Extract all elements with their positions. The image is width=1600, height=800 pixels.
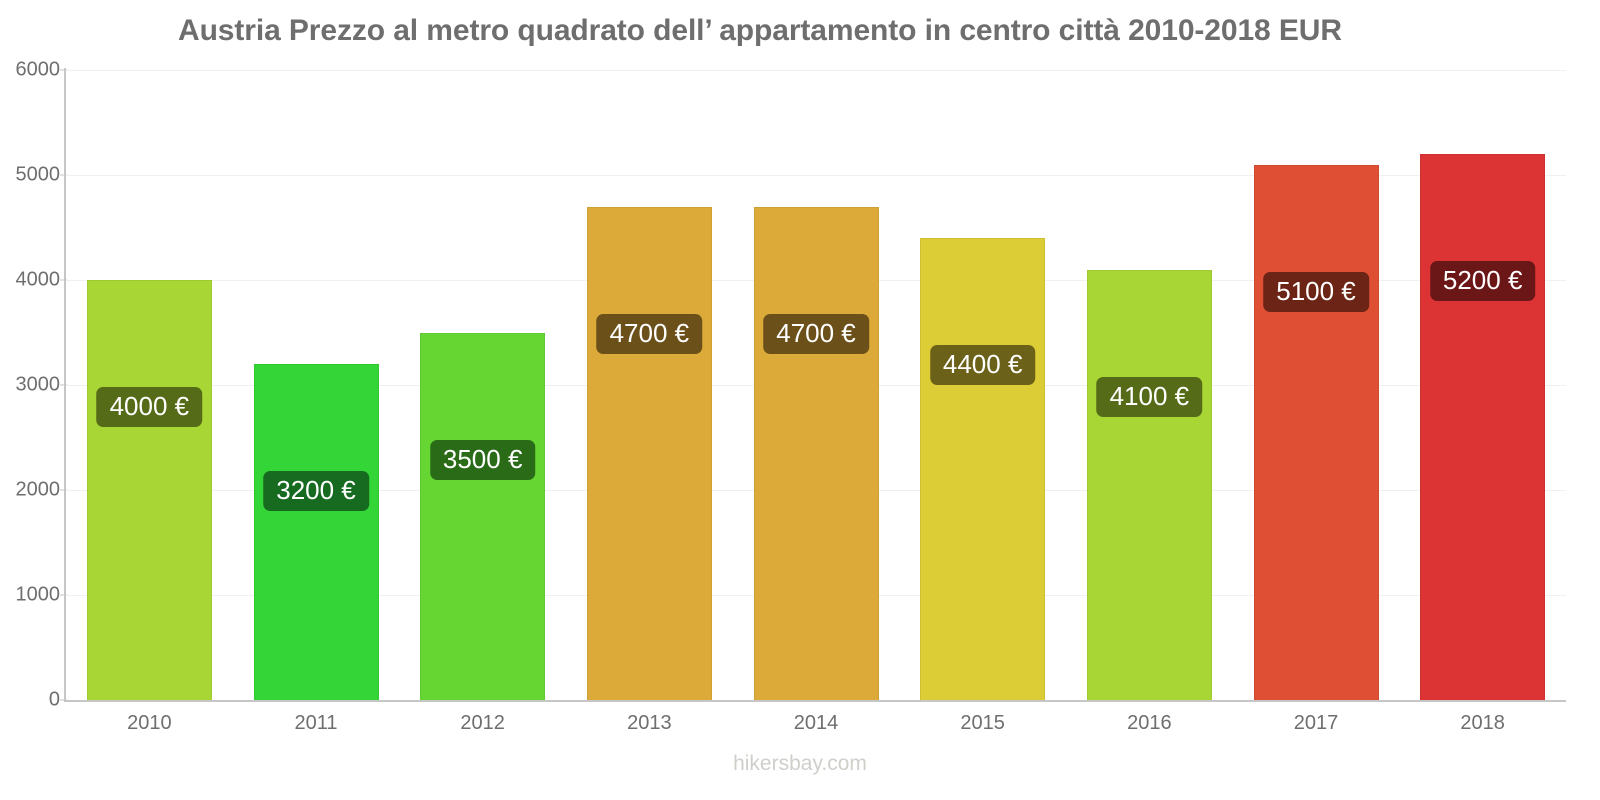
x-axis-tick-label-2016: 2016 bbox=[1127, 712, 1172, 734]
x-axis-tick-label-2014: 2014 bbox=[793, 712, 839, 734]
gridline bbox=[66, 70, 1566, 71]
value-label-2010: 4000 € bbox=[96, 387, 203, 427]
x-axis-tick-label-2015: 2015 bbox=[960, 712, 1005, 734]
x-axis-tick-label-2018: 2018 bbox=[1460, 712, 1505, 734]
y-axis-tick-label: 5000 bbox=[15, 163, 61, 186]
bar-2015[interactable] bbox=[920, 238, 1046, 700]
y-axis-tick-label: 3000 bbox=[15, 373, 61, 396]
value-label-2012: 3500 € bbox=[429, 439, 536, 480]
value-label-2015: 4400 € bbox=[929, 345, 1036, 385]
bar-2011[interactable] bbox=[253, 364, 379, 700]
x-axis-tick-label-2010: 2010 bbox=[127, 712, 172, 734]
y-axis-tick-label: 4000 bbox=[15, 268, 61, 291]
value-label-2014: 4700 € bbox=[763, 313, 869, 354]
x-axis-tick-label-2017: 2017 bbox=[1293, 712, 1339, 734]
y-axis-tick-mark bbox=[60, 279, 67, 281]
bar-2014[interactable] bbox=[753, 206, 879, 700]
x-axis-line bbox=[66, 700, 1566, 702]
y-axis-tick-labels: 0 1000 2000 3000 4000 5000 6000 bbox=[0, 0, 67, 800]
y-axis-tick-label: 6000 bbox=[15, 58, 61, 81]
plot-area: 4000 € 3200 € 3500 € 4700 € 4700 € 4400 € 4100… bbox=[66, 70, 1566, 700]
y-axis-tick-mark bbox=[60, 69, 67, 71]
source-watermark: hikersbay.com bbox=[733, 752, 867, 775]
value-label-2016: 4100 € bbox=[1096, 376, 1203, 417]
x-axis-tick-label-2012: 2012 bbox=[460, 712, 505, 734]
bar-2017[interactable] bbox=[1253, 164, 1379, 700]
y-axis-tick-label: 1000 bbox=[15, 583, 61, 606]
y-axis-tick-label: 2000 bbox=[15, 478, 61, 501]
bar-2013[interactable] bbox=[586, 206, 712, 700]
value-label-2013: 4700 € bbox=[596, 313, 703, 354]
value-label-2011: 3200 € bbox=[263, 471, 369, 511]
value-label-2018: 5200 € bbox=[1429, 261, 1536, 301]
y-axis-tick-label: 0 bbox=[48, 688, 60, 711]
gridline bbox=[66, 175, 1566, 176]
y-axis-tick-mark bbox=[60, 489, 67, 491]
y-axis-tick-mark bbox=[60, 594, 67, 596]
value-label-2017: 5100 € bbox=[1263, 271, 1369, 312]
bar-2018[interactable] bbox=[1420, 154, 1546, 700]
page-title: Austria Prezzo al metro quadrato dell’ a… bbox=[178, 14, 1342, 47]
bar-2010[interactable] bbox=[86, 280, 212, 700]
x-axis-tick-label-2013: 2013 bbox=[627, 712, 672, 734]
y-axis-tick-mark bbox=[60, 699, 67, 701]
bar-2012[interactable] bbox=[420, 332, 546, 700]
bar-2016[interactable] bbox=[1086, 269, 1212, 700]
y-axis-tick-mark bbox=[60, 384, 67, 386]
y-axis-tick-mark bbox=[60, 174, 67, 176]
x-axis-tick-label-2011: 2011 bbox=[294, 712, 338, 734]
y-axis-line bbox=[64, 68, 66, 702]
